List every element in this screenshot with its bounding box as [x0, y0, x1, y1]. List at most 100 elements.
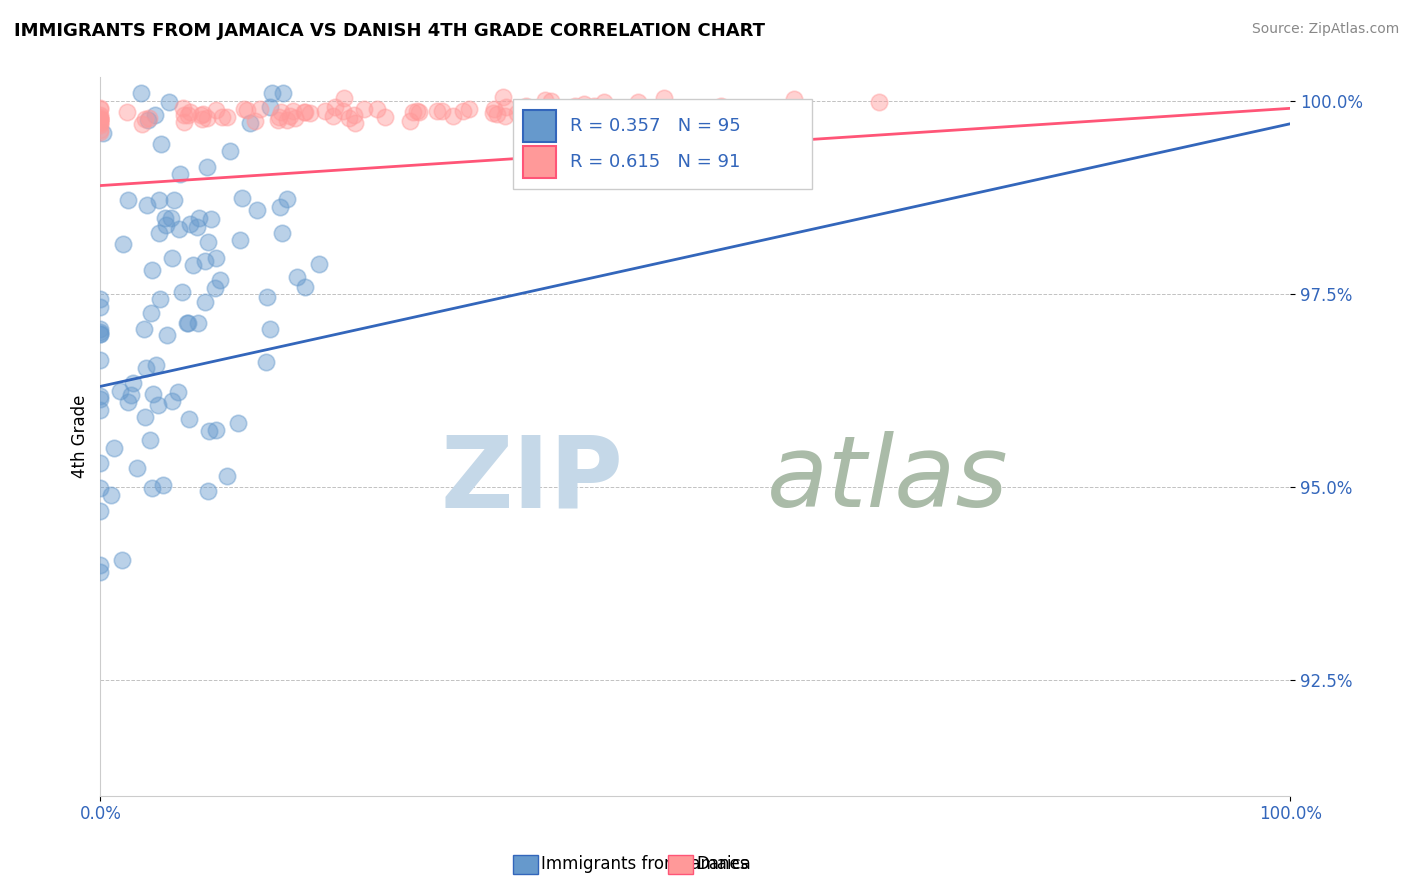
Point [160, 394, 183, 409]
Point [692, 103, 714, 117]
Text: atlas: atlas [766, 431, 1008, 528]
Point [89, 352, 111, 367]
Point [89, 326, 111, 341]
Point [179, 217, 201, 231]
Point [155, 211, 177, 226]
Point [89, 403, 111, 417]
Point [868, 95, 890, 109]
Point [515, 99, 537, 113]
Point [482, 106, 505, 120]
Point [91, 126, 114, 140]
Point [343, 108, 366, 122]
Point [186, 220, 208, 235]
Point [353, 102, 375, 116]
Point [582, 99, 605, 113]
Point [314, 103, 336, 118]
Point [582, 107, 605, 121]
Point [89, 558, 111, 573]
Point [194, 254, 217, 268]
Point [135, 198, 157, 212]
Point [451, 104, 474, 119]
Point [170, 285, 193, 299]
Point [135, 361, 157, 376]
Point [190, 108, 212, 122]
Point [254, 354, 277, 368]
Point [430, 103, 453, 118]
Point [204, 103, 226, 118]
Point [89, 102, 111, 116]
Point [179, 412, 201, 426]
Point [195, 160, 218, 174]
Point [173, 115, 195, 129]
Point [89, 112, 111, 126]
Point [155, 218, 177, 232]
Point [533, 93, 555, 107]
Point [276, 113, 298, 128]
Point [127, 461, 149, 475]
Point [267, 110, 290, 124]
Point [572, 101, 595, 115]
Point [145, 358, 167, 372]
Point [323, 100, 346, 114]
Point [187, 211, 209, 226]
Text: IMMIGRANTS FROM JAMAICA VS DANISH 4TH GRADE CORRELATION CHART: IMMIGRANTS FROM JAMAICA VS DANISH 4TH GR… [14, 22, 765, 40]
Point [270, 104, 292, 119]
Point [103, 441, 125, 455]
Point [492, 90, 515, 104]
Point [191, 112, 214, 126]
Point [276, 192, 298, 206]
Point [374, 111, 396, 125]
FancyBboxPatch shape [513, 99, 811, 189]
Point [343, 116, 366, 130]
Point [89, 322, 111, 336]
Point [482, 102, 505, 116]
Point [134, 112, 156, 126]
Point [610, 102, 633, 116]
Point [134, 321, 156, 335]
Point [138, 111, 160, 125]
Bar [523, 110, 555, 142]
Point [229, 233, 252, 247]
Point [141, 481, 163, 495]
Point [458, 102, 481, 116]
Point [540, 94, 562, 108]
Point [160, 252, 183, 266]
Point [89, 300, 111, 314]
Point [115, 104, 138, 119]
Point [322, 109, 344, 123]
Point [204, 252, 226, 266]
Point [89, 111, 111, 125]
Point [89, 124, 111, 138]
Point [652, 91, 675, 105]
Point [259, 322, 281, 336]
Point [402, 105, 425, 120]
Point [284, 111, 307, 125]
Point [177, 108, 200, 122]
Point [177, 316, 200, 330]
Point [208, 272, 231, 286]
Point [634, 109, 657, 123]
Point [211, 110, 233, 124]
Point [267, 112, 290, 127]
Point [204, 281, 226, 295]
Point [308, 256, 330, 270]
Point [494, 109, 516, 123]
Point [89, 326, 111, 340]
Point [89, 112, 111, 127]
Point [337, 111, 360, 125]
Bar [523, 145, 555, 178]
Point [183, 258, 205, 272]
Point [219, 144, 242, 158]
Point [193, 294, 215, 309]
Point [333, 91, 356, 105]
Point [259, 100, 281, 114]
Point [197, 235, 219, 250]
Point [271, 227, 294, 241]
Point [256, 290, 278, 304]
Point [146, 398, 169, 412]
Point [495, 100, 517, 114]
Point [198, 424, 221, 438]
Point [292, 104, 315, 119]
Point [89, 292, 111, 306]
Point [485, 107, 508, 121]
